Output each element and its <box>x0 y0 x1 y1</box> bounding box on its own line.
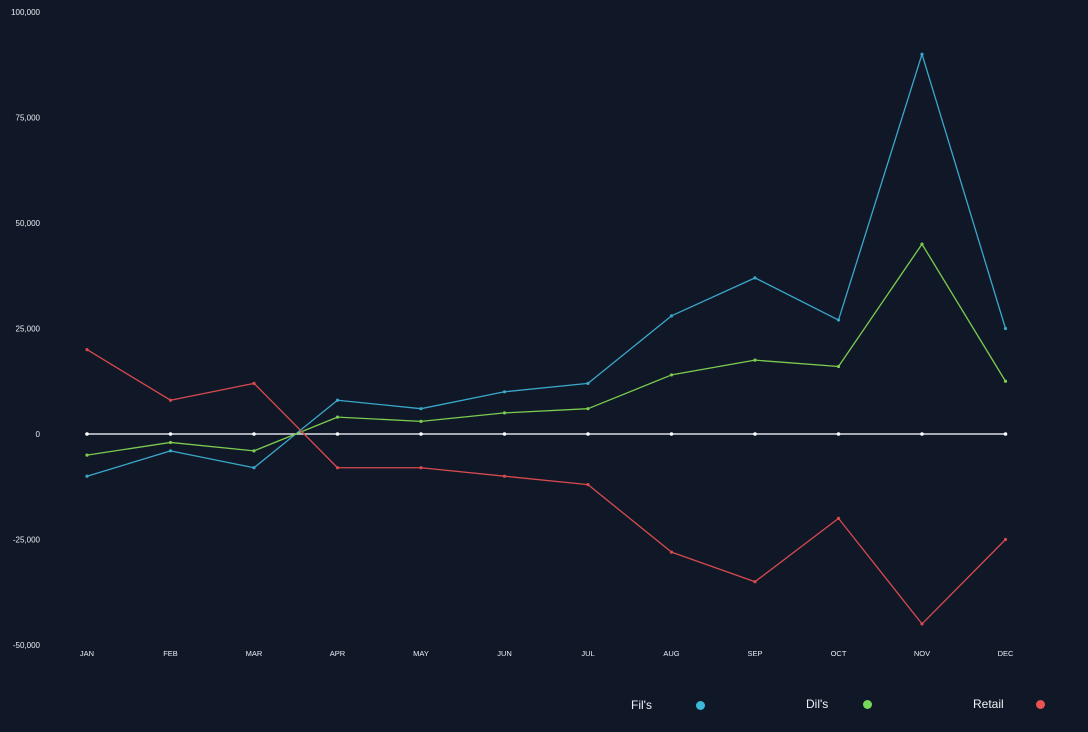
x-axis: JAN FEB MAR APR MAY JUN JUL AUG SEP OCT NOV DEC <box>80 649 1014 658</box>
data-point-dils <box>836 364 841 369</box>
y-tick-label: 25,000 <box>16 325 41 334</box>
data-point-fils <box>920 52 924 56</box>
zero-line-point <box>920 432 924 436</box>
zero-line-point <box>836 432 841 436</box>
data-point-retail <box>920 622 924 626</box>
series-line-dils <box>86 243 1007 456</box>
data-point-dils <box>1003 379 1008 383</box>
x-tick-label: FEB <box>163 649 178 658</box>
data-point-fils <box>85 474 89 478</box>
data-point-retail <box>502 474 507 478</box>
y-tick-label: 50,000 <box>16 219 41 228</box>
data-point-retail <box>1003 537 1008 542</box>
data-point-retail <box>586 483 590 487</box>
y-tick-label: 100,000 <box>11 8 40 17</box>
zero-line-point <box>669 432 674 436</box>
data-point-retail <box>85 348 89 352</box>
data-point-retail <box>419 466 423 470</box>
data-point-dils <box>669 373 674 377</box>
x-tick-label: DEC <box>998 649 1014 658</box>
series-line-fils <box>86 53 1007 477</box>
data-point-dils <box>419 419 423 423</box>
data-point-dils <box>252 449 256 453</box>
data-point-retail <box>168 398 173 402</box>
data-point-dils <box>502 411 507 415</box>
x-tick-label: MAY <box>413 649 429 658</box>
data-point-retail <box>252 381 256 385</box>
x-tick-label: APR <box>330 649 346 658</box>
zero-line-point <box>168 432 173 436</box>
data-point-fils <box>669 314 674 318</box>
data-point-fils <box>335 398 340 402</box>
legend-item-fils: Fil's <box>631 698 705 712</box>
y-axis: 100,000 75,000 50,000 25,000 0 -25,000 -50,000 <box>11 8 40 650</box>
series-line-retail <box>86 349 1006 625</box>
legend-label-fils: Fil's <box>631 698 652 712</box>
x-tick-label: JAN <box>80 649 94 658</box>
data-point-retail <box>335 466 340 470</box>
x-tick-label: SEP <box>747 649 762 658</box>
data-point-fils <box>836 318 841 322</box>
x-tick-label: OCT <box>831 649 847 658</box>
zero-line-point <box>753 432 757 436</box>
data-point-fils <box>1003 326 1008 331</box>
zero-line-point <box>419 432 423 436</box>
y-tick-label: -50,000 <box>13 641 41 650</box>
zero-line-point <box>252 432 256 436</box>
legend-item-retail: Retail <box>973 697 1045 711</box>
data-point-fils <box>252 466 256 470</box>
x-tick-label: AUG <box>663 649 679 658</box>
data-point-retail <box>753 580 757 584</box>
data-point-dils <box>586 407 590 411</box>
data-point-dils <box>920 242 924 246</box>
data-point-fils <box>586 381 590 385</box>
data-point-fils <box>419 407 423 411</box>
x-tick-label: NOV <box>914 649 930 658</box>
data-point-dils <box>335 415 340 419</box>
zero-line-point <box>335 432 340 436</box>
legend-marker-retail <box>1035 699 1045 709</box>
x-tick-label: MAR <box>246 649 263 658</box>
data-point-retail <box>836 516 841 521</box>
y-tick-label: 0 <box>36 430 41 439</box>
legend-marker-dils <box>863 699 873 709</box>
y-tick-label: -25,000 <box>13 536 41 545</box>
data-point-fils <box>753 276 757 280</box>
data-point-retail <box>669 550 674 554</box>
legend-marker-fils <box>695 700 705 710</box>
zero-line-point <box>1003 432 1008 436</box>
zero-line-point <box>586 432 590 436</box>
series-group <box>85 52 1008 626</box>
data-point-dils <box>168 440 173 445</box>
zero-line-point <box>502 432 507 436</box>
x-tick-label: JUN <box>497 649 512 658</box>
data-point-fils <box>502 390 507 394</box>
data-point-fils <box>168 449 173 453</box>
legend-item-dils: Dil's <box>806 697 873 711</box>
zero-line-point <box>85 432 89 436</box>
legend-label-retail: Retail <box>973 697 1004 711</box>
zero-line <box>85 432 1008 436</box>
x-tick-label: JUL <box>581 649 594 658</box>
y-tick-label: 75,000 <box>16 114 41 123</box>
data-point-dils <box>85 453 89 457</box>
legend-label-dils: Dil's <box>806 697 829 711</box>
data-point-dils <box>753 358 757 362</box>
